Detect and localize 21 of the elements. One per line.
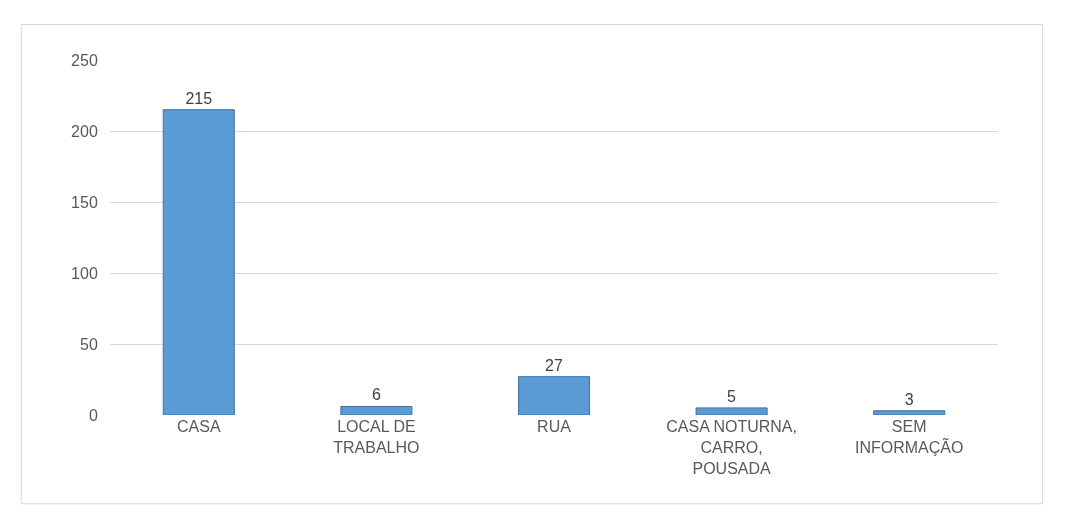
data-label: 6: [371, 386, 381, 404]
y-tick-label: 250: [71, 51, 98, 69]
x-tick-label: LOCAL DE TRABALHO: [333, 418, 420, 456]
bar: [162, 109, 235, 415]
data-label: 3: [904, 390, 914, 408]
bar: [340, 405, 413, 415]
y-tick-label: 50: [80, 335, 98, 353]
bar: [695, 407, 768, 415]
bar: [517, 376, 591, 415]
x-tick-label: CASA NOTURNA, CARRO, POUSADA: [666, 418, 797, 477]
y-tick-label: 150: [71, 193, 98, 211]
data-label: 27: [545, 356, 563, 374]
x-tick-label: SEM INFORMAÇÃO: [854, 418, 964, 456]
y-tick-label: 100: [71, 264, 98, 282]
y-tick-label: 200: [71, 122, 98, 140]
data-label: 5: [727, 387, 737, 405]
x-tick-label: CASA: [177, 418, 221, 435]
bar: [873, 410, 946, 415]
data-label: 215: [185, 89, 213, 107]
y-tick-label: 0: [88, 406, 98, 424]
x-tick-label: RUA: [537, 418, 572, 435]
